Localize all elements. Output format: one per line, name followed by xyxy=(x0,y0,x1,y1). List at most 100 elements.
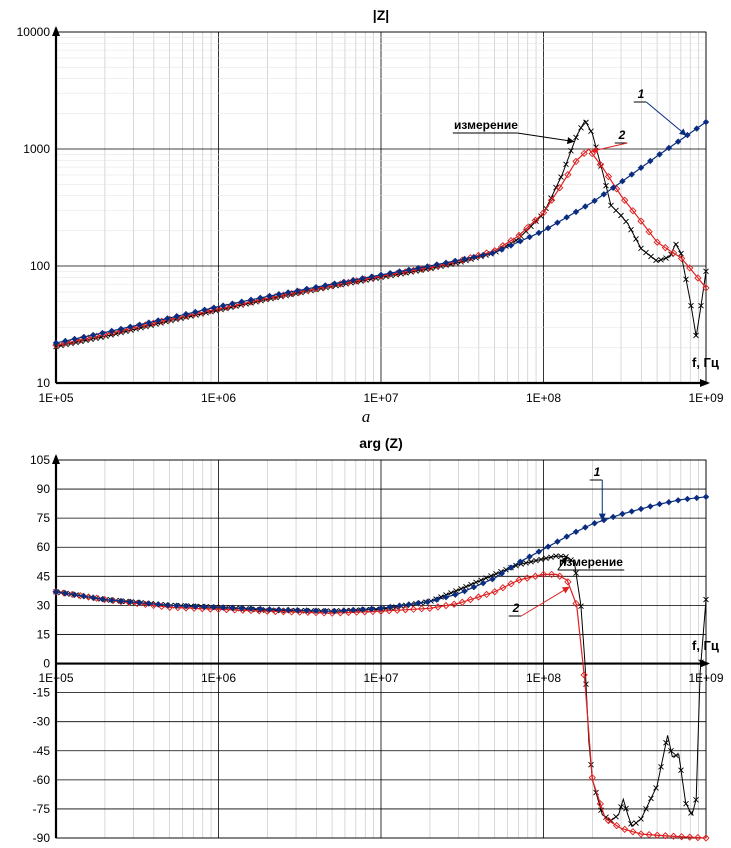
data-marker xyxy=(637,164,645,171)
data-marker xyxy=(479,579,487,587)
data-marker xyxy=(572,599,580,608)
data-marker xyxy=(284,289,292,296)
data-marker xyxy=(331,607,338,615)
data-marker xyxy=(674,497,682,504)
data-marker xyxy=(405,601,413,608)
data-marker xyxy=(637,505,645,513)
x-tick-label: 1E+07 xyxy=(363,391,398,405)
data-marker xyxy=(442,601,450,610)
data-marker xyxy=(603,182,609,189)
data-marker xyxy=(99,595,106,603)
data-marker xyxy=(591,520,598,527)
data-marker xyxy=(80,333,88,341)
data-marker xyxy=(693,797,699,803)
data-marker xyxy=(279,608,288,616)
data-marker xyxy=(531,572,540,580)
x-tick-label: 1E+06 xyxy=(201,391,236,405)
data-marker xyxy=(653,238,661,246)
data-marker xyxy=(588,150,596,158)
data-marker xyxy=(340,607,348,614)
x-tick-label: 1E+07 xyxy=(363,671,398,685)
data-marker xyxy=(582,524,589,531)
data-marker xyxy=(479,251,487,259)
data-marker xyxy=(517,238,524,245)
data-marker xyxy=(580,671,588,679)
data-marker xyxy=(515,231,523,240)
data-marker xyxy=(452,591,459,598)
data-marker xyxy=(629,828,637,836)
data-marker xyxy=(76,336,85,344)
y-tick-label: 90 xyxy=(37,482,51,496)
data-marker xyxy=(396,602,403,609)
data-marker xyxy=(489,249,496,257)
data-marker xyxy=(294,287,301,294)
data-marker xyxy=(71,335,78,343)
data-marker xyxy=(523,228,529,235)
data-marker xyxy=(257,294,264,302)
data-marker xyxy=(608,202,614,209)
data-marker xyxy=(648,795,654,802)
y-tick-label: 75 xyxy=(37,511,51,525)
data-marker xyxy=(563,214,570,221)
data-marker xyxy=(474,593,483,601)
data-marker xyxy=(578,603,584,609)
data-marker xyxy=(513,562,519,569)
data-marker xyxy=(638,816,644,822)
annotation-arrowhead xyxy=(679,128,687,136)
data-marker xyxy=(596,800,605,808)
data-marker xyxy=(266,292,273,300)
data-marker xyxy=(201,603,208,610)
data-marker xyxy=(698,659,704,665)
annotation-arrowhead xyxy=(590,146,599,154)
data-marker xyxy=(600,191,608,198)
data-marker xyxy=(219,604,227,611)
data-marker xyxy=(405,266,413,274)
data-marker xyxy=(523,574,531,582)
data-marker xyxy=(498,246,505,253)
data-marker xyxy=(628,171,635,178)
data-marker xyxy=(683,800,689,807)
data-marker xyxy=(619,510,626,518)
data-marker xyxy=(544,224,552,232)
data-marker xyxy=(591,197,598,205)
x-tick-label: 1E+08 xyxy=(526,671,561,685)
data-marker xyxy=(401,606,410,614)
data-marker xyxy=(433,596,440,603)
y-tick-label: 100 xyxy=(30,259,50,273)
data-marker xyxy=(633,236,639,242)
data-marker xyxy=(442,593,450,601)
data-marker xyxy=(359,275,366,282)
data-marker xyxy=(582,203,589,210)
data-marker xyxy=(247,605,255,612)
data-marker xyxy=(424,598,431,606)
y-axis-arrow xyxy=(52,26,60,36)
x-tick-label: 1E+05 xyxy=(38,671,73,685)
data-marker xyxy=(684,495,691,503)
data-marker xyxy=(526,553,533,560)
data-marker xyxy=(535,229,543,237)
data-marker xyxy=(499,584,507,592)
data-marker xyxy=(507,564,515,571)
y-tick-label: 15 xyxy=(37,627,51,641)
data-marker xyxy=(535,548,543,555)
annotation-label: 2 xyxy=(618,128,626,142)
data-marker xyxy=(588,128,594,135)
data-marker xyxy=(62,337,69,345)
data-marker xyxy=(678,767,684,774)
data-marker xyxy=(643,806,649,812)
data-marker xyxy=(192,308,199,316)
data-marker xyxy=(434,603,442,611)
data-marker xyxy=(377,607,385,615)
data-marker xyxy=(528,558,534,565)
data-marker xyxy=(387,603,394,611)
data-marker xyxy=(558,553,564,560)
data-marker xyxy=(275,291,283,298)
data-marker xyxy=(694,274,702,282)
data-marker xyxy=(483,575,489,581)
data-marker xyxy=(548,554,554,560)
data-marker xyxy=(523,560,529,566)
data-marker xyxy=(127,598,134,606)
data-marker xyxy=(322,607,329,615)
data-marker xyxy=(661,832,670,840)
data-marker xyxy=(554,219,561,226)
